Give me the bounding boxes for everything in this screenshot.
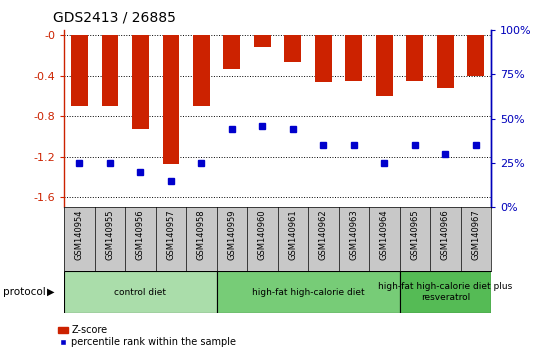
Text: GSM140961: GSM140961 (288, 209, 297, 259)
Text: control diet: control diet (114, 287, 166, 297)
Text: GSM140954: GSM140954 (75, 209, 84, 259)
Text: GSM140957: GSM140957 (166, 209, 175, 259)
Text: GSM140960: GSM140960 (258, 209, 267, 259)
Bar (376, 35, 393, 96)
Legend: Z-score, percentile rank within the sample: Z-score, percentile rank within the samp… (58, 325, 237, 347)
Text: GSM140955: GSM140955 (105, 209, 114, 259)
Bar (132, 35, 149, 129)
Bar (64, 271, 217, 313)
Bar (437, 35, 454, 88)
Text: GSM140962: GSM140962 (319, 209, 328, 259)
Text: high-fat high-calorie diet plus
resveratrol: high-fat high-calorie diet plus resverat… (378, 282, 512, 302)
Bar (71, 35, 88, 106)
Bar (315, 35, 331, 82)
Text: ▶: ▶ (47, 287, 54, 297)
Bar (254, 35, 271, 47)
Bar (345, 35, 362, 81)
Text: GSM140965: GSM140965 (410, 209, 419, 259)
Text: GSM140956: GSM140956 (136, 209, 145, 259)
Text: GSM140963: GSM140963 (349, 209, 358, 260)
Text: high-fat high-calorie diet: high-fat high-calorie diet (252, 287, 364, 297)
Bar (217, 271, 400, 313)
Text: GSM140966: GSM140966 (441, 209, 450, 260)
Text: GSM140964: GSM140964 (380, 209, 389, 259)
Text: GSM140959: GSM140959 (227, 209, 237, 259)
Text: GDS2413 / 26885: GDS2413 / 26885 (53, 11, 176, 25)
Text: GSM140967: GSM140967 (472, 209, 480, 260)
Bar (162, 35, 179, 164)
Bar (285, 35, 301, 62)
Bar (406, 35, 423, 81)
Bar (193, 35, 210, 106)
Bar (400, 271, 491, 313)
Bar (102, 35, 118, 106)
Bar (224, 35, 240, 69)
Text: GSM140958: GSM140958 (197, 209, 206, 259)
Text: protocol: protocol (3, 287, 46, 297)
Bar (468, 35, 484, 76)
